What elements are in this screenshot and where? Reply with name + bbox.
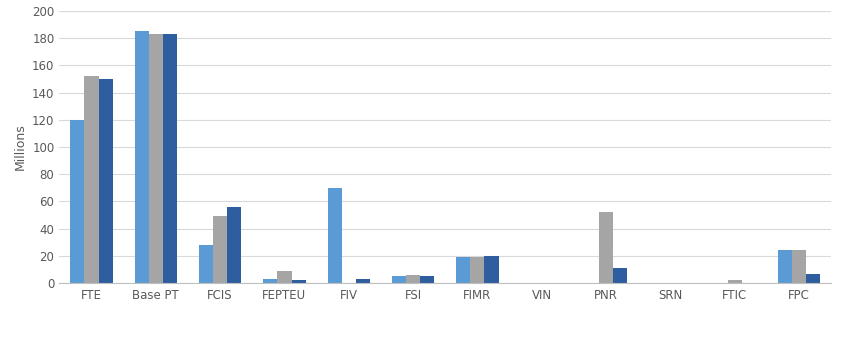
Bar [484,256,499,283]
Bar [148,34,163,283]
Bar [85,76,98,283]
Bar [420,276,434,283]
Bar [227,207,242,283]
Bar [456,257,471,283]
Y-axis label: Millions: Millions [14,124,26,170]
Bar [199,245,213,283]
Bar [98,79,113,283]
Bar [792,250,806,283]
Bar [728,281,742,283]
Bar [277,271,292,283]
Bar [263,279,277,283]
Bar [613,268,628,283]
Bar [778,250,792,283]
Bar [163,34,177,283]
Bar [392,276,406,283]
Bar [806,274,820,283]
Bar [599,212,613,283]
Bar [406,275,420,283]
Bar [327,188,342,283]
Bar [292,281,305,283]
Bar [471,257,484,283]
Bar [70,120,85,283]
Bar [213,216,227,283]
Bar [356,279,370,283]
Bar [135,31,148,283]
